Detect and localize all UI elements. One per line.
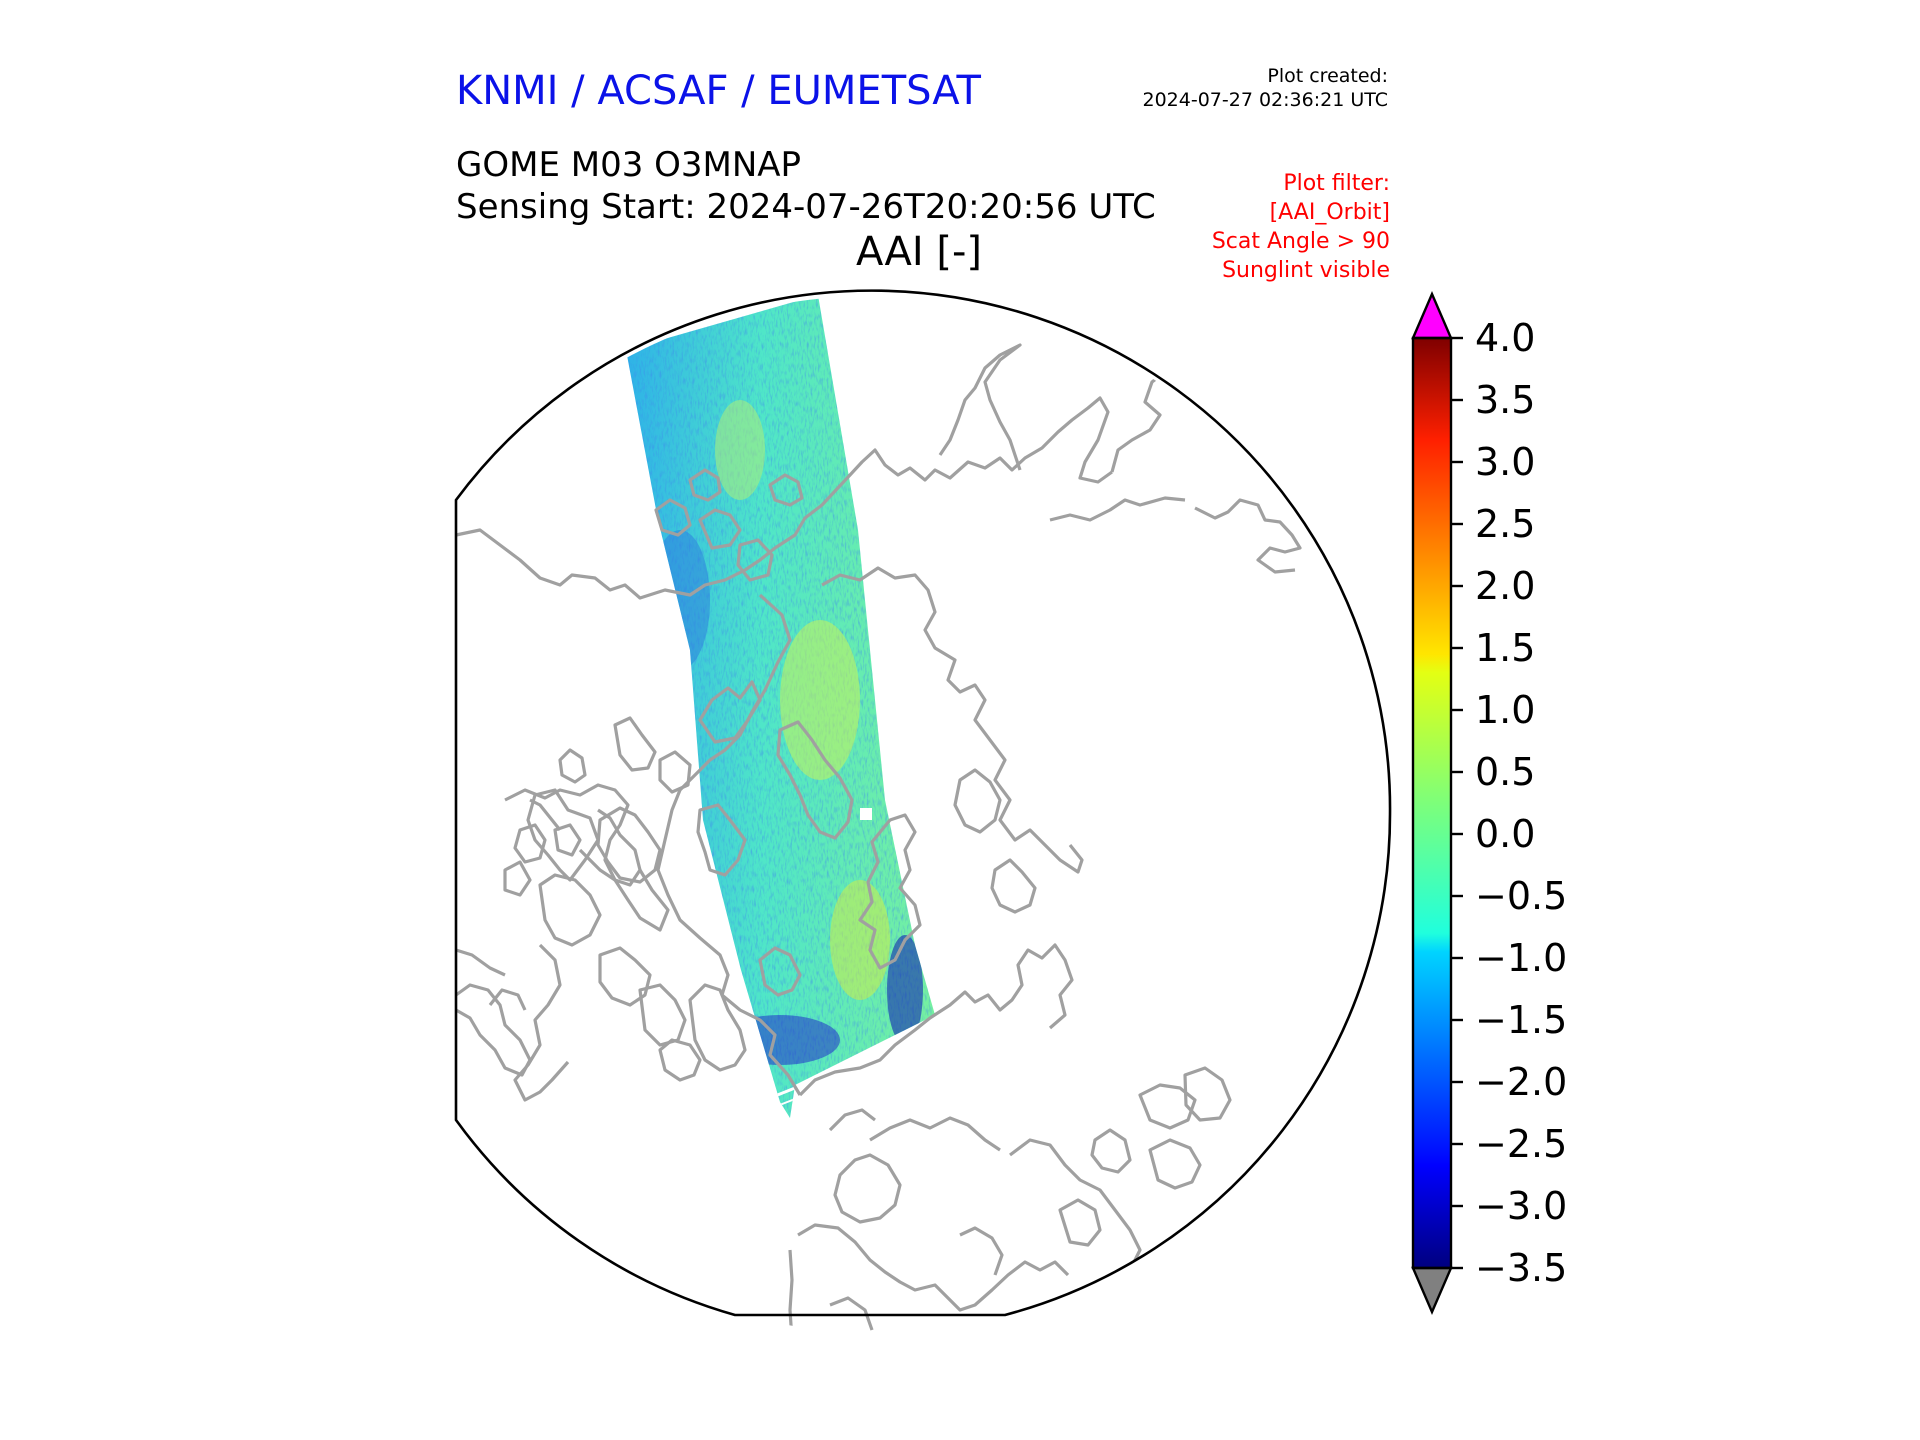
colorbar-tick-label: 0.0 [1475, 812, 1535, 856]
colorbar-under-triangle [1411, 1266, 1453, 1316]
colorbar-body [1413, 338, 1451, 1268]
colorbar-tick-label: −2.0 [1475, 1060, 1567, 1104]
colorbar-tick-label: 3.0 [1475, 440, 1535, 484]
variable-title: AAI [-] [856, 229, 982, 275]
filter-line: Scat Angle > 90 [1211, 229, 1390, 254]
sensing-start: Sensing Start: 2024-07-26T20:20:56 UTC [456, 187, 1156, 227]
filter-line: [AAI_Orbit] [1269, 200, 1390, 225]
colorbar-tick-label: −2.5 [1475, 1122, 1567, 1166]
polar-map [455, 296, 1356, 1332]
plot-created-label: Plot created: [1267, 65, 1388, 87]
colorbar-frame [1411, 336, 1453, 1270]
colorbar-tick-label: 0.5 [1475, 750, 1535, 794]
plot-created-time: 2024-07-27 02:36:21 UTC [1142, 89, 1389, 111]
product-title: GOME M03 O3MNAP [456, 145, 802, 185]
organization-title: KNMI / ACSAF / EUMETSAT [456, 68, 981, 114]
colorbar-tick-label: 4.0 [1475, 316, 1535, 360]
filter-line: Sunglint visible [1222, 258, 1390, 283]
colorbar-tick-label: 1.5 [1475, 626, 1535, 670]
colorbar-tick-label: 3.5 [1475, 378, 1535, 422]
colorbar-tick-label: −3.0 [1475, 1184, 1567, 1228]
filter-title: Plot filter: [1283, 171, 1390, 196]
colorbar-ticks: 4.0 3.5 3.0 2.5 2.0 1.5 1.0 0.5 0.0 −0.5 −1.0 −1.5 −… [1451, 316, 1567, 1290]
colorbar-tick-label: −0.5 [1475, 874, 1567, 918]
colorbar-tick-label: 2.0 [1475, 564, 1535, 608]
colorbar-tick-label: −1.0 [1475, 936, 1567, 980]
plot-created: Plot created: 2024-07-27 02:36:21 UTC [1143, 64, 1389, 112]
colorbar-tick-label: 1.0 [1475, 688, 1535, 732]
map-boundary [454, 289, 1392, 1317]
coastlines [455, 343, 1302, 1332]
colorbar: 4.0 3.5 3.0 2.5 2.0 1.5 1.0 0.5 0.0 −0.5 −1.0 −1.5 −… [1411, 290, 1567, 1316]
colorbar-tick-label: −1.5 [1475, 998, 1567, 1042]
colorbar-tick-label: −3.5 [1475, 1246, 1567, 1290]
plot-filter: Plot filter: [AAI_Orbit] Scat Angle > 90… [1212, 169, 1390, 285]
colorbar-over-triangle [1411, 290, 1453, 340]
colorbar-tick-label: 2.5 [1475, 502, 1535, 546]
